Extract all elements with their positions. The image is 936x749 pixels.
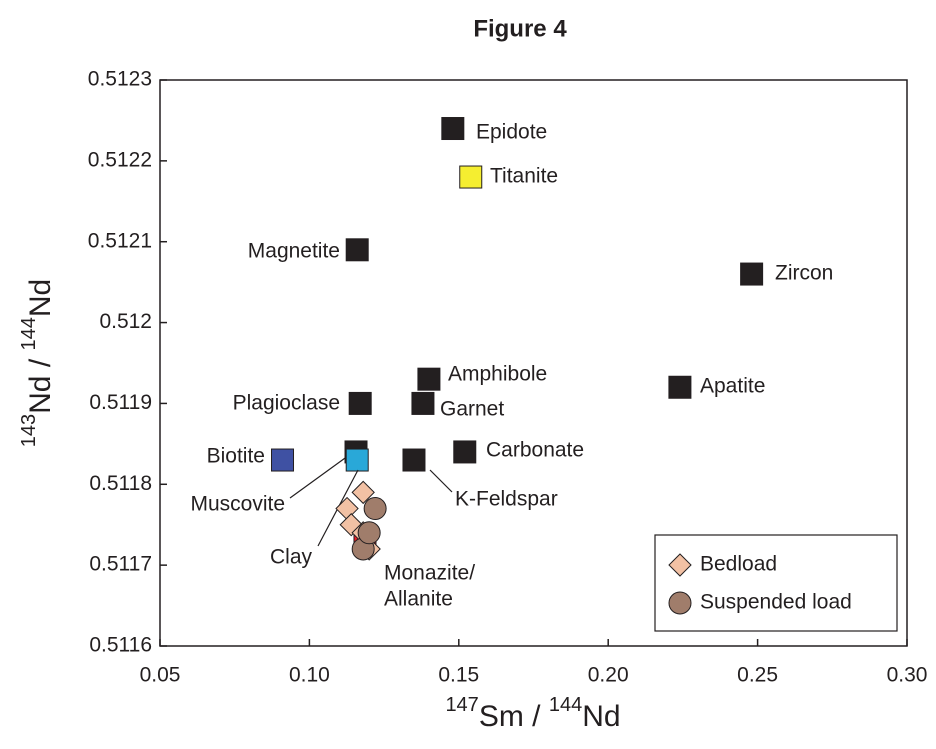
x-tick-label: 0.30 [887,664,928,687]
y-tick-label: 0.512 [99,310,152,333]
circle-marker [363,497,387,521]
x-tick-label: 0.15 [438,664,479,687]
circle-marker [357,521,381,545]
mineral-label: Muscovite [190,493,285,516]
x-axis-title-sup: 144 [549,694,582,716]
leader-line [429,469,453,493]
mineral-label: Garnet [440,398,504,421]
mineral-marker [402,448,426,472]
y-tick-label: 0.5116 [89,634,152,657]
x-axis-title-part: Sm / [479,700,549,733]
mineral-marker [345,238,369,262]
mineral-marker [459,165,483,189]
mineral-label: Clay [270,546,313,569]
x-axis-title-part: Nd [582,700,620,733]
mineral-label: Allanite [384,588,453,611]
y-axis-title-sup: 144 [18,317,40,350]
diamond-marker [668,553,692,577]
mineral-marker [441,117,465,141]
circle-marker [668,591,692,615]
y-tick-label: 0.5122 [88,148,152,171]
mineral-label: K-Feldspar [455,488,558,511]
y-tick-label: 0.5123 [88,68,152,91]
mineral-marker [345,448,369,472]
y-axis-title-part: Nd [24,279,57,317]
chart-title: Figure 4 [473,15,567,42]
y-axis-title-sup: 143 [18,414,40,447]
x-tick-label: 0.10 [289,664,330,687]
mineral-label: Carbonate [486,439,584,462]
leader-line [289,452,353,499]
mineral-marker [271,448,295,472]
mineral-label: Zircon [775,262,833,285]
mineral-label: Amphibole [448,363,547,386]
plot-frame [159,79,908,647]
x-axis-title-sup: 147 [445,694,478,716]
mineral-marker [740,262,764,286]
mineral-label: Monazite/ [384,562,475,585]
diamond-marker [335,496,359,521]
legend-label: Suspended load [700,591,852,614]
x-tick-label: 0.20 [588,664,629,687]
legend-box [654,534,898,632]
y-axis-title: 143Nd / 144Nd [18,279,57,447]
y-axis-title-part: Nd / [24,351,57,414]
mineral-marker [411,391,435,415]
y-tick-label: 0.5121 [88,229,152,252]
mineral-marker [348,391,372,415]
y-tick-label: 0.5118 [89,472,152,495]
mineral-label: Biotite [207,445,265,468]
mineral-label: Epidote [476,121,547,144]
mineral-marker [453,440,477,464]
legend-label: Bedload [700,553,777,576]
y-tick-label: 0.5119 [89,391,152,414]
mineral-label: Apatite [700,375,765,398]
diamond-marker [351,480,375,505]
mineral-label: Plagioclase [233,392,340,415]
x-tick-label: 0.05 [140,664,181,687]
mineral-label: Magnetite [248,240,340,263]
mineral-marker [417,367,441,391]
x-tick-label: 0.25 [737,664,778,687]
x-axis-title: 147Sm / 144Nd [445,694,620,733]
mineral-marker [668,375,692,399]
y-tick-label: 0.5117 [89,553,152,576]
mineral-label: Titanite [490,165,558,188]
